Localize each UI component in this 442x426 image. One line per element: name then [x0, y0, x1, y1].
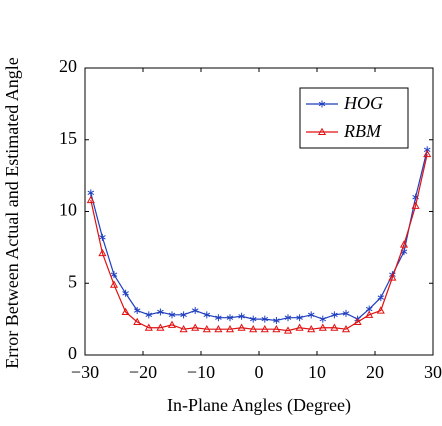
x-tick-label: −30: [71, 362, 99, 382]
y-tick-label: 20: [59, 56, 77, 76]
triangle-marker: [365, 310, 374, 318]
triangle-marker: [295, 323, 304, 331]
star-marker: [157, 308, 164, 316]
star-marker: [168, 311, 176, 319]
triangle-marker: [167, 320, 177, 328]
triangle-marker: [399, 240, 409, 248]
triangle-marker: [388, 273, 397, 281]
x-tick-label: 0: [255, 362, 264, 382]
triangle-marker: [98, 248, 107, 257]
y-tick-label: 15: [59, 128, 77, 148]
triangle-marker: [156, 323, 165, 331]
triangle-marker: [214, 324, 223, 333]
triangle-marker: [237, 323, 246, 331]
triangle-marker: [353, 317, 362, 326]
star-marker: [249, 315, 257, 323]
y-tick-label: 0: [68, 343, 77, 363]
series-line: [90, 153, 428, 332]
triangle-marker: [260, 324, 269, 333]
star-marker: [133, 307, 141, 315]
star-marker: [87, 189, 95, 197]
y-tick-label: 5: [68, 271, 77, 291]
star-marker: [318, 100, 326, 108]
star-marker: [99, 233, 106, 241]
star-marker: [110, 271, 118, 279]
triangle-marker: [376, 306, 385, 314]
y-tick-label: 10: [59, 200, 77, 220]
x-axis-label: In-Plane Angles (Degree): [167, 395, 351, 416]
star-marker: [180, 311, 187, 319]
star-marker: [238, 312, 245, 320]
star-marker: [191, 307, 199, 315]
triangle-marker: [283, 326, 293, 334]
triangle-marker: [272, 324, 281, 333]
triangle-marker: [330, 323, 339, 331]
star-marker: [215, 314, 222, 322]
x-tick-label: 10: [308, 362, 326, 382]
triangle-marker: [191, 323, 200, 331]
star-marker: [342, 309, 350, 317]
triangle-marker: [423, 149, 432, 158]
triangle-marker: [109, 280, 119, 288]
star-marker: [226, 314, 234, 322]
legend-box: [299, 87, 409, 149]
x-tick-label: −20: [129, 362, 157, 382]
star-marker: [261, 315, 269, 323]
triangle-marker: [144, 323, 153, 331]
triangle-marker: [121, 307, 130, 316]
star-marker: [319, 315, 327, 323]
x-tick-label: 20: [366, 362, 384, 382]
star-marker: [331, 311, 338, 319]
star-marker: [296, 314, 303, 322]
triangle-marker: [249, 324, 258, 333]
star-marker: [307, 311, 315, 319]
triangle-marker: [341, 324, 351, 333]
star-marker: [377, 294, 385, 302]
triangle-marker: [202, 324, 211, 333]
x-tick-label: −10: [187, 362, 215, 382]
star-marker: [273, 317, 280, 325]
legend-label: RBM: [343, 121, 382, 141]
star-marker: [203, 311, 211, 319]
star-marker: [284, 314, 292, 322]
triangle-marker: [411, 201, 420, 209]
legend-label: HOG: [343, 93, 383, 113]
y-axis-label: Error Between Actual and Estimated Angle: [2, 57, 22, 368]
triangle-marker: [307, 324, 316, 333]
star-marker: [145, 311, 153, 319]
triangle-marker: [133, 317, 142, 326]
triangle-marker: [86, 195, 95, 204]
triangle-marker: [225, 324, 235, 333]
triangle-marker: [318, 323, 327, 331]
star-marker: [122, 289, 129, 297]
star-marker: [423, 146, 431, 154]
triangle-marker: [317, 127, 327, 136]
series-line: [90, 149, 428, 322]
x-tick-label: 30: [424, 362, 442, 382]
triangle-marker: [179, 324, 188, 333]
